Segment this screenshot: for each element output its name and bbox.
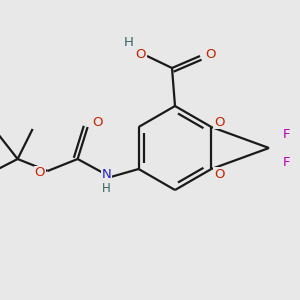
Text: O: O xyxy=(214,116,225,128)
Text: F: F xyxy=(283,128,291,140)
Text: H: H xyxy=(124,35,134,49)
Text: O: O xyxy=(214,167,225,181)
Text: O: O xyxy=(205,47,215,61)
Text: O: O xyxy=(92,116,103,128)
Text: F: F xyxy=(283,155,291,169)
Text: O: O xyxy=(136,49,146,62)
Text: H: H xyxy=(102,182,111,194)
Text: O: O xyxy=(34,167,45,179)
Text: N: N xyxy=(102,167,112,181)
